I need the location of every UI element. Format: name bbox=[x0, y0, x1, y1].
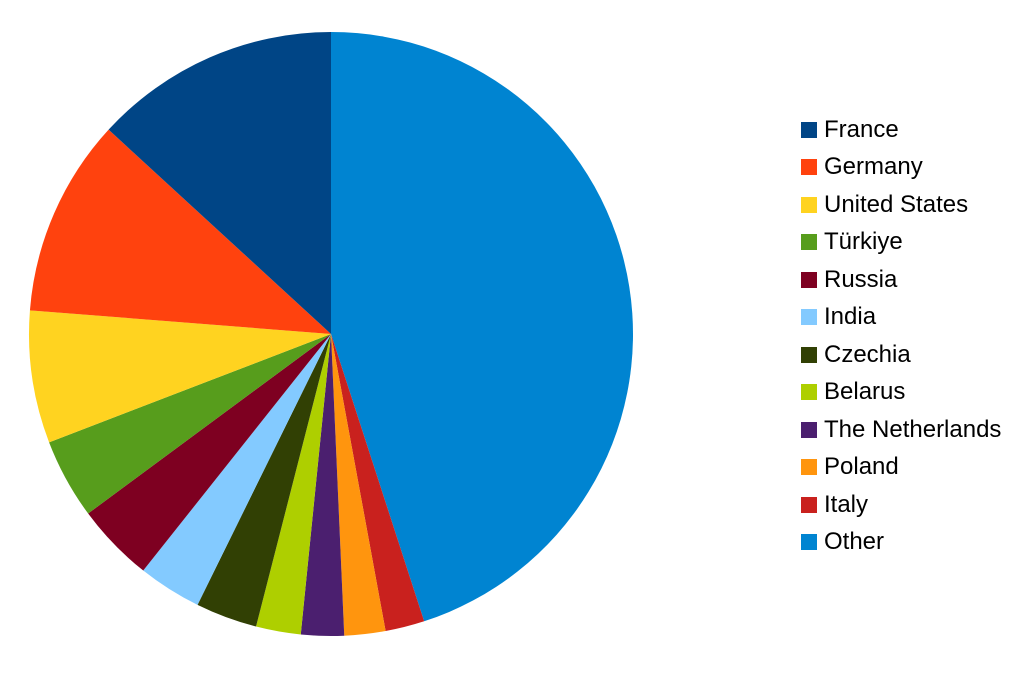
legend-label: Germany bbox=[824, 153, 923, 181]
legend-item: The Netherlands bbox=[801, 411, 1001, 449]
legend-swatch bbox=[801, 496, 817, 513]
pie-slice-other bbox=[331, 32, 634, 622]
legend-label: Other bbox=[824, 528, 885, 556]
legend-swatch bbox=[801, 159, 817, 176]
legend-label: Poland bbox=[824, 453, 899, 481]
legend-swatch bbox=[801, 534, 817, 551]
pie-slice-italy bbox=[331, 334, 425, 632]
legend-swatch bbox=[801, 384, 817, 401]
legend-item: Other bbox=[801, 524, 1001, 562]
legend-item: United States bbox=[801, 186, 1001, 224]
legend-swatch bbox=[801, 271, 817, 288]
legend-item: Czechia bbox=[801, 336, 1001, 374]
legend-item: Germany bbox=[801, 149, 1001, 187]
legend-item: Poland bbox=[801, 449, 1001, 487]
legend-item: India bbox=[801, 299, 1001, 337]
pie-slice-t-rkiye bbox=[49, 334, 332, 514]
pie-slice-poland bbox=[331, 334, 386, 636]
legend-label: France bbox=[824, 115, 899, 143]
legend-swatch bbox=[801, 196, 817, 213]
legend-label: Belarus bbox=[824, 378, 906, 406]
pie-slice-russia bbox=[88, 334, 331, 571]
legend-label: Russia bbox=[824, 265, 898, 293]
legend-label: United States bbox=[824, 190, 969, 218]
legend-label: Czechia bbox=[824, 340, 911, 368]
pie-slice-france bbox=[108, 32, 331, 334]
legend-item: France bbox=[801, 111, 1001, 149]
pie-slice-india bbox=[143, 334, 331, 605]
pie-slice-united-states bbox=[29, 310, 331, 443]
pie-slice-belarus bbox=[256, 334, 331, 635]
pie-slice-czechia bbox=[197, 334, 331, 627]
legend-swatch bbox=[801, 421, 817, 438]
legend-swatch bbox=[801, 346, 817, 363]
legend-swatch bbox=[801, 309, 817, 326]
chart-legend: France Germany United States Türkiye Russia I… bbox=[801, 111, 1001, 561]
legend-item: Türkiye bbox=[801, 224, 1001, 262]
legend-label: The Netherlands bbox=[824, 415, 1002, 443]
legend-item: Belarus bbox=[801, 374, 1001, 412]
legend-swatch bbox=[801, 121, 817, 138]
legend-label: India bbox=[824, 303, 877, 331]
legend-swatch bbox=[801, 459, 817, 476]
legend-item: Russia bbox=[801, 261, 1001, 299]
legend-label: Italy bbox=[824, 490, 869, 518]
pie-slice-the-netherlands bbox=[300, 334, 345, 637]
legend-swatch bbox=[801, 234, 817, 251]
legend-item: Italy bbox=[801, 486, 1001, 524]
pie-slice-germany bbox=[29, 129, 332, 334]
legend-label: Türkiye bbox=[824, 228, 903, 256]
